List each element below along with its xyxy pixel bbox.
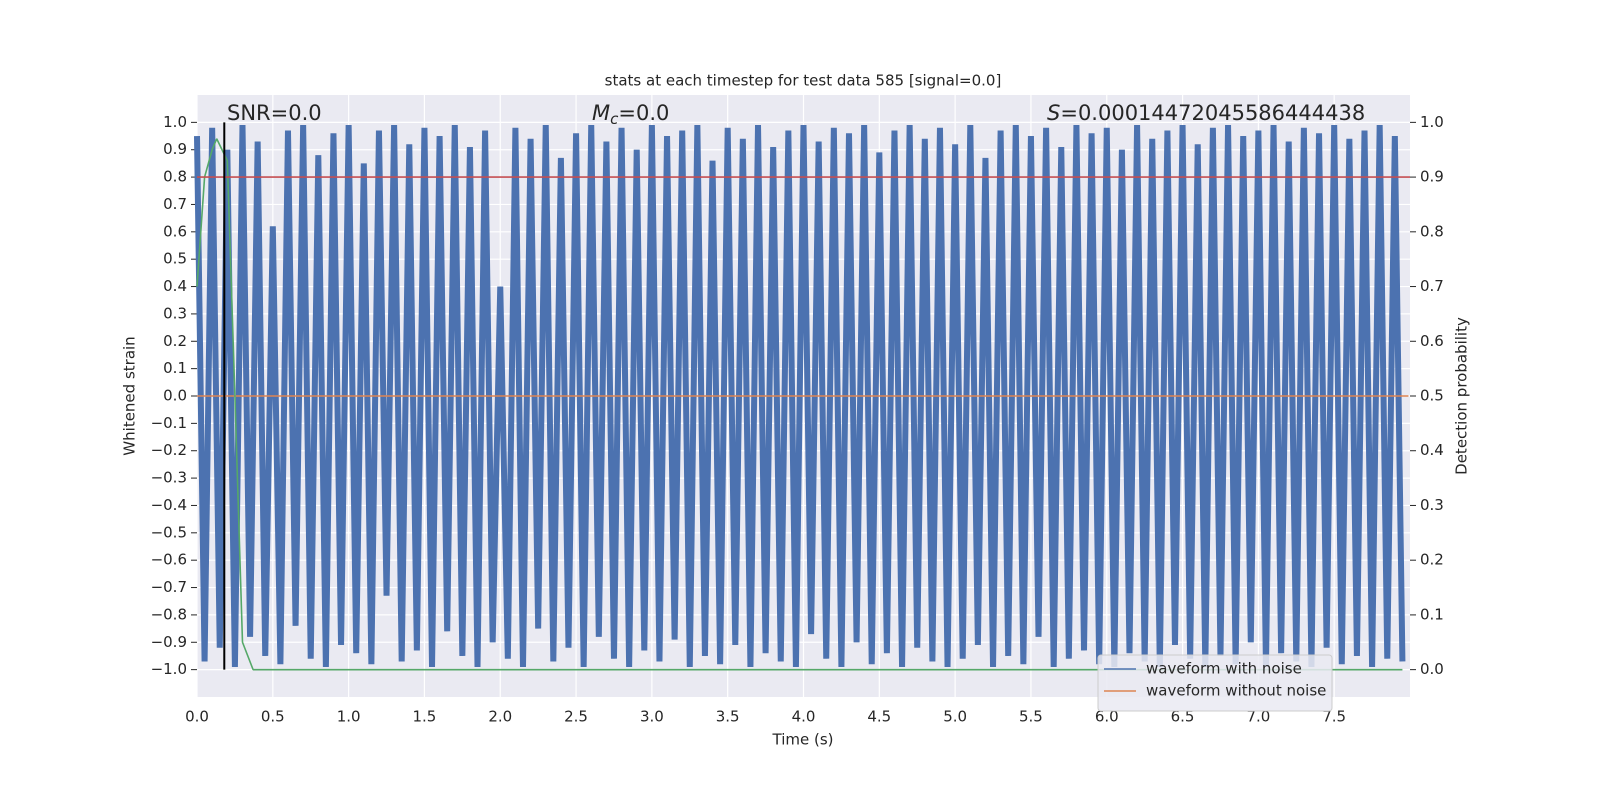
y-tick-label: 0.5 [163,250,187,268]
y2-tick-label: 0.3 [1420,496,1444,514]
x-tick-label: 1.0 [337,708,361,726]
y2-tick-label: 0.1 [1420,605,1444,623]
x-tick-label: 6.0 [1095,708,1119,726]
legend-label: waveform without noise [1146,682,1326,700]
y2-tick-label: 1.0 [1420,113,1444,131]
y-tick-label: −0.9 [151,633,187,651]
y2-tick-label: 0.5 [1420,387,1444,405]
annotation-symbol: M [592,101,610,125]
y-tick-label: −0.6 [151,551,187,569]
x-axis-label: Time (s) [772,731,834,749]
y2-tick-label: 0.2 [1420,551,1444,569]
y-tick-label: 0.3 [163,304,187,322]
legend-label: waveform with noise [1146,660,1302,678]
annotation: SNR=0.0 [227,101,322,125]
x-tick-label: 4.0 [792,708,816,726]
x-tick-label: 0.0 [185,708,209,726]
y2-tick-label: 0.6 [1420,332,1444,350]
x-tick-label: 5.5 [1019,708,1043,726]
y-tick-label: 0.8 [163,168,187,186]
y-tick-label: 0.6 [163,222,187,240]
legend-box [1097,654,1333,712]
x-tick-label: 2.0 [488,708,512,726]
y-tick-label: 0.7 [163,195,187,213]
x-tick-label: 4.5 [867,708,891,726]
y-tick-label: −0.2 [151,441,187,459]
annotation-text: =0.00014472045586444438 [1060,101,1365,125]
y2-tick-label: 0.9 [1420,168,1444,186]
y-tick-label: −0.3 [151,469,187,487]
x-tick-label: 3.5 [716,708,740,726]
series-line [196,138,1403,671]
x-tick-label: 6.5 [1171,708,1195,726]
x-tick-label: 7.5 [1322,708,1346,726]
annotation: S=0.00014472045586444438 [1047,101,1365,125]
y2-axis-label: Detection probability [1453,317,1471,475]
annotation-subscript: c [610,110,619,128]
x-tick-label: 1.5 [413,708,437,726]
x-tick-label: 0.5 [261,708,285,726]
y-tick-label: −0.7 [151,578,187,596]
x-tick-label: 2.5 [564,708,588,726]
x-tick-label: 5.0 [943,708,967,726]
x-tick-label: 7.0 [1246,708,1270,726]
y-tick-label: 0.1 [163,359,187,377]
x-tick-label: 3.0 [640,708,664,726]
y2-tick-label: 0.7 [1420,277,1444,295]
y-tick-label: 0.9 [163,140,187,158]
y2-tick-label: 0.8 [1420,222,1444,240]
y2-tick-label: 0.0 [1420,660,1444,678]
y-tick-label: 0.0 [163,387,187,405]
y-tick-label: −0.5 [151,523,187,541]
y-tick-label: −1.0 [151,660,187,678]
chart-title: stats at each timestep for test data 585… [605,72,1002,90]
y-tick-label: −0.1 [151,414,187,432]
y-axis-label: Whitened strain [121,336,139,455]
y2-tick-label: 0.4 [1420,441,1444,459]
y-tick-label: 0.2 [163,332,187,350]
y-tick-label: −0.4 [151,496,187,514]
y-tick-label: 1.0 [163,113,187,131]
annotation-text: =0.0 [618,101,669,125]
y-tick-label: −0.8 [151,605,187,623]
annotation: Mc=0.0 [592,101,669,128]
annotation-symbol: S [1047,101,1060,125]
y-tick-label: 0.4 [163,277,187,295]
